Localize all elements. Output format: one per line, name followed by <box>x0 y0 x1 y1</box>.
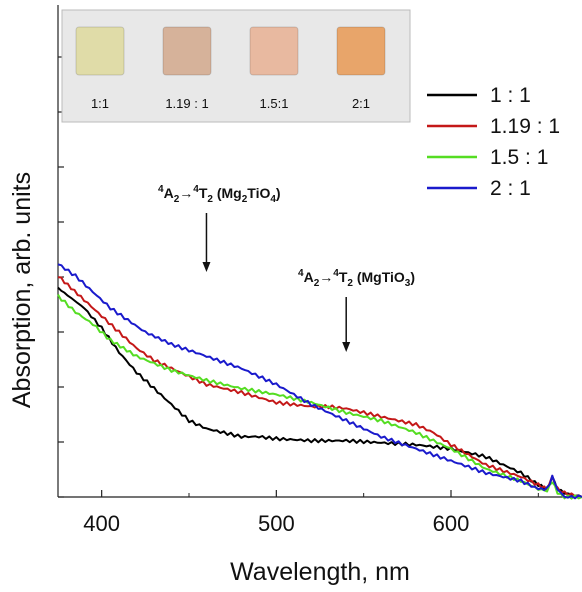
legend-label: 1 : 1 <box>490 84 531 107</box>
series-line-3 <box>57 294 582 500</box>
legend-label: 2 : 1 <box>490 177 531 200</box>
legend-label: 1.5 : 1 <box>490 146 548 169</box>
x-tick-label: 600 <box>433 511 470 536</box>
transition-annotation: 4A2→4T2 (Mg2TiO4) <box>158 184 281 205</box>
annotation-arrowhead <box>202 262 211 272</box>
legend: 1 : 1 1.19 : 1 1.5 : 1 2 : 1 <box>418 75 582 230</box>
sample-photo-inset: 1:1 1.19 : 1 1.5:1 2:1 <box>61 9 411 123</box>
y-axis-title: Absorption, arb. units <box>8 172 36 408</box>
x-tick-label: 500 <box>258 511 295 536</box>
x-tick-label: 400 <box>83 511 120 536</box>
sample-swatch <box>162 26 212 76</box>
sample-label: 2:1 <box>352 96 370 111</box>
x-axis-title: Wavelength, nm <box>230 558 410 586</box>
sample-swatch <box>75 26 125 76</box>
legend-label: 1.19 : 1 <box>490 115 560 138</box>
sample-label: 1.5:1 <box>260 96 289 111</box>
sample-swatch <box>336 26 386 76</box>
x-ticks: 400 500 600 <box>83 490 539 536</box>
series-line-1 <box>57 286 582 498</box>
series-line-4 <box>57 263 582 500</box>
sample-swatch <box>249 26 299 76</box>
sample-label: 1.19 : 1 <box>165 96 208 111</box>
annotation-arrowhead <box>342 342 351 352</box>
transition-annotation: 4A2→4T2 (MgTiO3) <box>298 268 415 289</box>
sample-label: 1:1 <box>91 96 109 111</box>
